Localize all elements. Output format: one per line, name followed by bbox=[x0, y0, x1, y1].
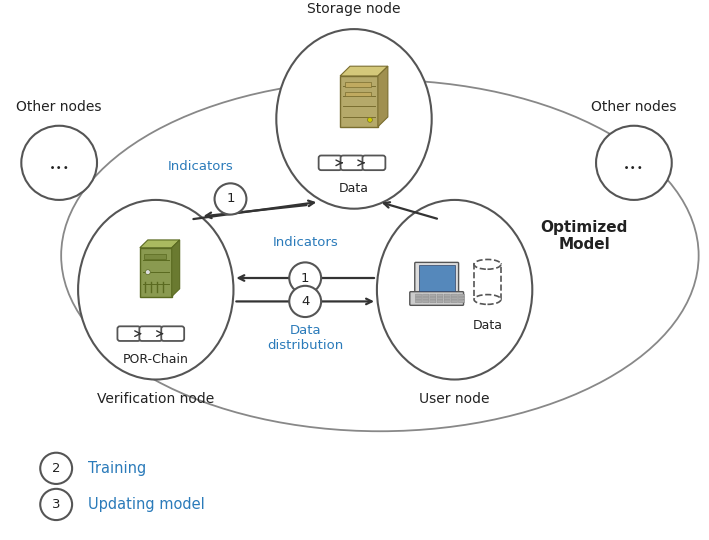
Text: 1: 1 bbox=[226, 192, 235, 205]
Ellipse shape bbox=[377, 200, 532, 380]
FancyBboxPatch shape bbox=[140, 248, 172, 296]
Text: 1: 1 bbox=[301, 272, 309, 285]
FancyBboxPatch shape bbox=[345, 92, 371, 97]
Ellipse shape bbox=[78, 200, 233, 380]
Polygon shape bbox=[172, 240, 179, 296]
FancyBboxPatch shape bbox=[140, 326, 162, 341]
FancyBboxPatch shape bbox=[430, 300, 436, 303]
Text: Updating model: Updating model bbox=[88, 497, 205, 512]
Text: Data
distribution: Data distribution bbox=[267, 324, 343, 352]
Circle shape bbox=[289, 286, 321, 317]
Bar bbox=[474, 265, 501, 300]
FancyBboxPatch shape bbox=[437, 297, 443, 300]
Text: Data: Data bbox=[339, 183, 369, 195]
FancyBboxPatch shape bbox=[459, 294, 464, 297]
Text: Optimized
Model: Optimized Model bbox=[540, 220, 627, 252]
FancyBboxPatch shape bbox=[318, 156, 342, 170]
FancyBboxPatch shape bbox=[423, 294, 429, 297]
Text: 3: 3 bbox=[52, 498, 60, 511]
Text: POR-Chain: POR-Chain bbox=[123, 353, 189, 366]
FancyBboxPatch shape bbox=[415, 300, 422, 303]
Text: 4: 4 bbox=[301, 295, 309, 308]
FancyBboxPatch shape bbox=[345, 82, 371, 87]
Text: Training: Training bbox=[88, 461, 146, 476]
FancyBboxPatch shape bbox=[362, 156, 386, 170]
Ellipse shape bbox=[474, 259, 501, 269]
FancyBboxPatch shape bbox=[423, 297, 429, 300]
FancyBboxPatch shape bbox=[452, 300, 457, 303]
FancyBboxPatch shape bbox=[430, 294, 436, 297]
Text: Indicators: Indicators bbox=[168, 160, 233, 173]
Polygon shape bbox=[378, 66, 388, 127]
FancyBboxPatch shape bbox=[452, 297, 457, 300]
Text: Data: Data bbox=[472, 319, 503, 332]
FancyBboxPatch shape bbox=[452, 294, 457, 297]
FancyBboxPatch shape bbox=[340, 156, 364, 170]
Circle shape bbox=[40, 489, 72, 520]
FancyBboxPatch shape bbox=[444, 294, 450, 297]
Circle shape bbox=[21, 126, 97, 200]
Polygon shape bbox=[340, 66, 388, 76]
FancyBboxPatch shape bbox=[423, 300, 429, 303]
FancyBboxPatch shape bbox=[118, 326, 140, 341]
Circle shape bbox=[289, 262, 321, 294]
Text: Other nodes: Other nodes bbox=[16, 100, 102, 114]
Ellipse shape bbox=[277, 29, 432, 208]
Text: Verification node: Verification node bbox=[97, 392, 214, 406]
Text: ...: ... bbox=[623, 152, 644, 174]
FancyBboxPatch shape bbox=[459, 300, 464, 303]
FancyBboxPatch shape bbox=[415, 262, 459, 294]
FancyBboxPatch shape bbox=[415, 297, 422, 300]
FancyBboxPatch shape bbox=[161, 326, 184, 341]
Polygon shape bbox=[140, 240, 179, 248]
Text: 2: 2 bbox=[52, 462, 60, 475]
Text: User node: User node bbox=[419, 392, 490, 406]
Text: Indicators: Indicators bbox=[272, 236, 338, 249]
FancyBboxPatch shape bbox=[459, 297, 464, 300]
Text: ...: ... bbox=[48, 152, 70, 174]
FancyBboxPatch shape bbox=[444, 297, 450, 300]
Circle shape bbox=[596, 126, 671, 200]
Circle shape bbox=[145, 269, 150, 274]
FancyBboxPatch shape bbox=[340, 76, 378, 127]
Text: Storage node: Storage node bbox=[307, 2, 401, 16]
FancyBboxPatch shape bbox=[410, 292, 464, 305]
FancyBboxPatch shape bbox=[437, 294, 443, 297]
Circle shape bbox=[215, 183, 247, 214]
FancyBboxPatch shape bbox=[444, 300, 450, 303]
FancyBboxPatch shape bbox=[430, 297, 436, 300]
Ellipse shape bbox=[474, 295, 501, 305]
FancyBboxPatch shape bbox=[144, 254, 166, 259]
Circle shape bbox=[40, 453, 72, 484]
Text: Other nodes: Other nodes bbox=[591, 100, 676, 114]
Circle shape bbox=[367, 117, 372, 123]
FancyBboxPatch shape bbox=[415, 294, 422, 297]
FancyBboxPatch shape bbox=[437, 300, 443, 303]
FancyBboxPatch shape bbox=[419, 265, 454, 291]
